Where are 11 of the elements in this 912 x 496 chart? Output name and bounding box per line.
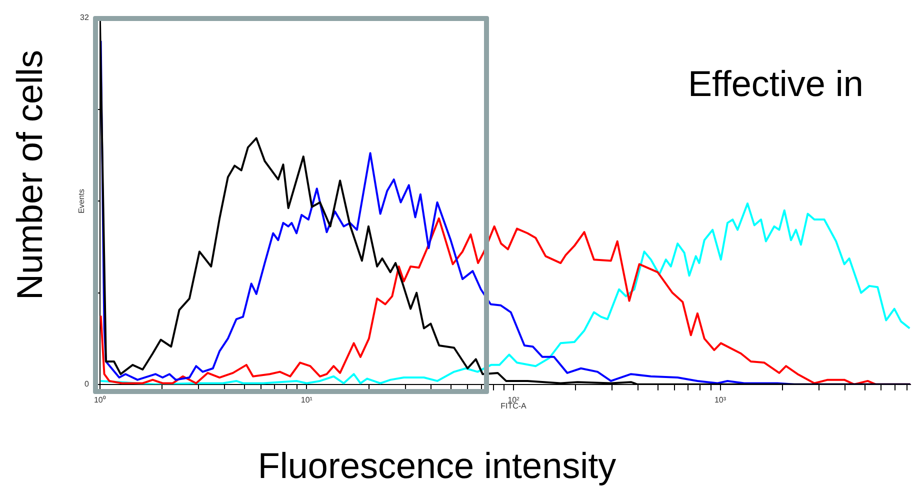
x-axis-title: Fluorescence intensity (258, 444, 616, 486)
text: Events (77, 188, 86, 214)
x-tick-label: 10⁰ (94, 395, 106, 404)
y-tick-label: 0 (84, 380, 90, 389)
text: Effective in (688, 62, 864, 104)
x-tick-label: 10² (508, 395, 520, 404)
y-tick-label: 32 (80, 13, 90, 22)
y-axis-title: Number of cells (8, 50, 50, 300)
x-tick-label: 10³ (714, 395, 726, 404)
text: FITC-A (500, 402, 528, 411)
x-tick-label: 10¹ (300, 395, 313, 404)
